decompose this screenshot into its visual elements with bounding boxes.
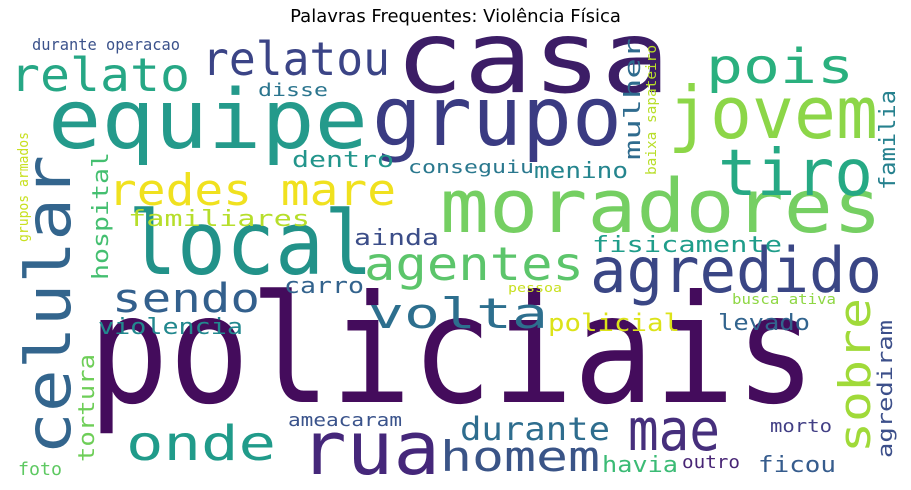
word-levado: levado <box>718 311 810 336</box>
word-moradores: moradores <box>440 164 882 250</box>
word-rua: rua <box>300 406 440 490</box>
word-agentes: agentes <box>364 237 584 291</box>
word-dentro: dentro <box>292 148 394 173</box>
word-agrediram: agrediram <box>873 320 897 458</box>
word-ainda: ainda <box>354 226 439 251</box>
word-sobre: sobre <box>830 298 881 453</box>
word-pessoa: pessoa <box>508 281 562 295</box>
word-casa: casa <box>395 0 670 116</box>
word-onde: onde <box>126 416 276 472</box>
word-sendo: sendo <box>112 276 260 322</box>
word-carro: carro <box>284 274 364 299</box>
chart-title: Palavras Frequentes: Violência Física <box>290 6 621 27</box>
word-agredido: agredido <box>590 234 882 307</box>
word-celular: celular <box>12 155 85 455</box>
word-durante-operacao: durante operacao <box>32 35 180 54</box>
word-tortura: tortura <box>75 354 100 462</box>
word-pois: pois <box>706 39 854 95</box>
word-foto: foto <box>18 459 62 480</box>
word-familia: familia <box>876 90 901 190</box>
word-policiais: policiais <box>88 264 816 438</box>
word-conseguiu: conseguiu <box>408 157 534 178</box>
word-fisicamente: fisicamente <box>592 233 782 258</box>
word-tiro: tiro <box>718 137 873 211</box>
word-redes-mare: redes mare <box>108 165 396 216</box>
word-baixa-sapateiro: baixa sapateiro <box>644 45 660 175</box>
word-violencia: violencia <box>98 315 243 340</box>
word-mulher: mulher <box>621 38 646 160</box>
word-equipe: equipe <box>48 73 368 168</box>
word-grupo: grupo <box>372 70 622 165</box>
word-familiares: familiares <box>128 207 310 232</box>
word-disse: disse <box>258 80 328 101</box>
word-volta: volta <box>368 289 548 338</box>
word-policial: policial <box>548 309 680 337</box>
word-relatou: relatou <box>202 32 390 86</box>
word-ameacaram: ameacaram <box>288 410 402 431</box>
word-hospital: hospital <box>89 152 114 280</box>
word-durante: durante <box>460 410 610 448</box>
word-local: local <box>128 192 373 295</box>
word-homem: homem <box>440 432 600 481</box>
word-busca-ativa: busca ativa <box>732 292 836 308</box>
word-jovem: jovem <box>668 71 878 155</box>
word-relato: relato <box>10 48 190 102</box>
word-ficou: ficou <box>758 453 836 478</box>
word-havia: havia <box>602 453 678 478</box>
word-mae: mae <box>628 396 720 464</box>
word-morto: morto <box>770 416 832 437</box>
word-menino: menino <box>534 159 628 184</box>
word-grupos-armados: grupos armados <box>16 132 32 242</box>
word-outro: outro <box>682 452 740 473</box>
